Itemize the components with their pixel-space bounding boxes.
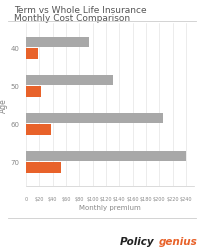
Text: Policy: Policy [120,236,155,246]
Bar [26,151,186,162]
Text: Term vs Whole Life Insurance: Term vs Whole Life Insurance [14,6,147,15]
Bar [26,162,61,173]
Bar [26,38,89,48]
Bar [26,113,163,124]
X-axis label: Monthly premium: Monthly premium [79,204,141,210]
Bar [26,87,41,97]
Text: Monthly Cost Comparison: Monthly Cost Comparison [14,14,130,23]
Bar [26,124,51,135]
Y-axis label: Age: Age [0,98,8,113]
Bar [26,49,38,59]
Bar [26,75,113,86]
Text: genius: genius [159,236,198,246]
